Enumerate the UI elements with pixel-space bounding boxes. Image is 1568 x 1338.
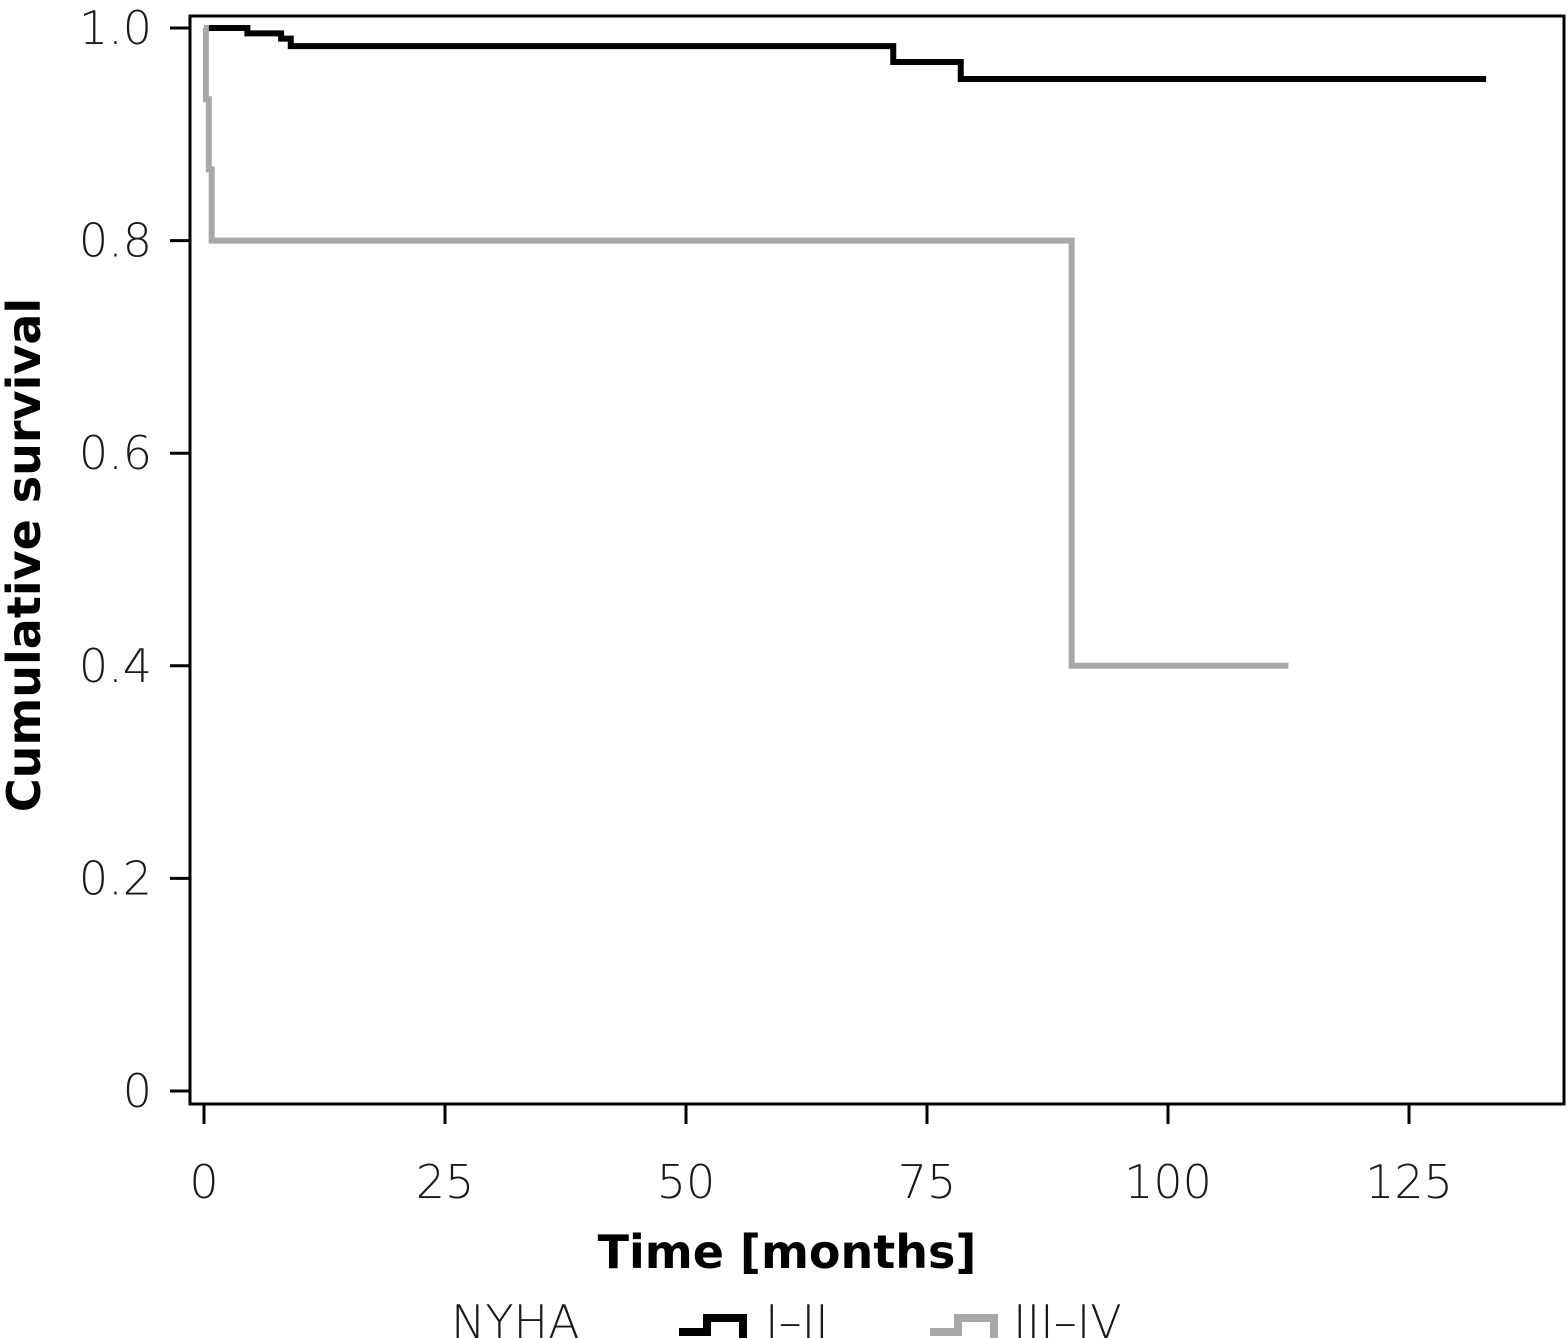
y-tick-label-2: 0.4 <box>79 639 152 693</box>
x-tick-label-5: 125 <box>1365 1155 1453 1209</box>
x-tick-label-2: 50 <box>657 1155 716 1209</box>
series-line-1 <box>204 25 1487 83</box>
plot-frame <box>188 14 1566 1106</box>
y-tick-label-4: 0.8 <box>79 214 152 268</box>
series-line-2 <box>202 25 1289 669</box>
x-axis-title: Time [months] <box>598 1225 977 1279</box>
y-axis-title: Cumulative survival <box>0 298 51 812</box>
x-axis: 0 25 50 75 100 125 <box>189 1104 1453 1209</box>
x-tick-label-3: 75 <box>898 1155 957 1209</box>
y-tick-label-5: 1.0 <box>79 1 152 55</box>
legend: NYHA I–II III–IV <box>451 1295 1122 1338</box>
legend-swatch-series-1 <box>679 1314 747 1338</box>
legend-swatch-series-2 <box>930 1314 998 1338</box>
x-tick-label-4: 100 <box>1124 1155 1212 1209</box>
y-tick-label-1: 0.2 <box>79 851 152 905</box>
x-tick-label-0: 0 <box>189 1155 218 1209</box>
legend-label-series-1: I–II <box>765 1295 829 1338</box>
y-tick-label-3: 0.6 <box>79 426 152 480</box>
series-layer <box>202 25 1487 669</box>
y-tick-label-0: 0 <box>123 1064 152 1118</box>
y-axis: 0 0.2 0.4 0.6 0.8 1.0 <box>79 1 190 1118</box>
legend-label-series-2: III–IV <box>1013 1295 1122 1338</box>
x-tick-label-1: 25 <box>416 1155 475 1209</box>
legend-title: NYHA <box>451 1295 580 1338</box>
